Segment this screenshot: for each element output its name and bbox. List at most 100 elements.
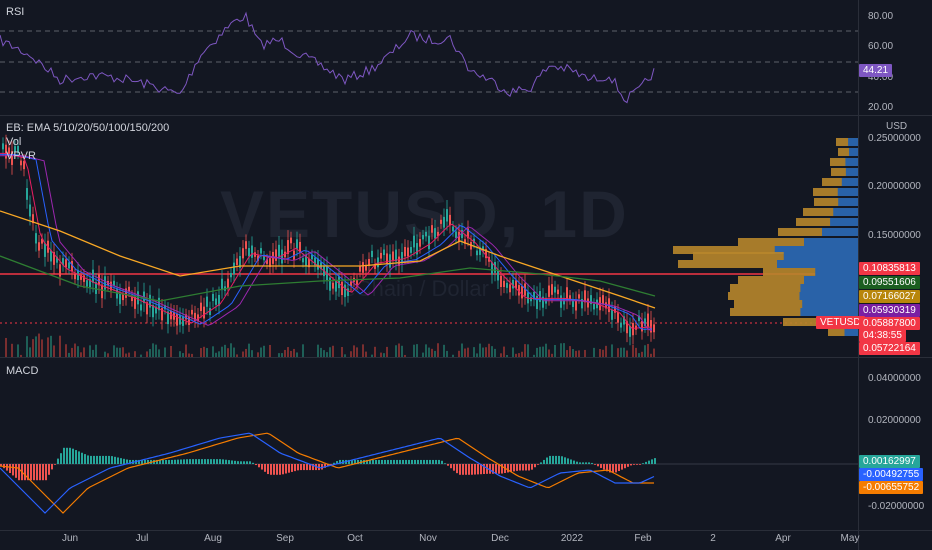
candle-body xyxy=(215,298,217,305)
price-tick: 0.20000000 xyxy=(868,181,921,192)
macd-line-tag: -0.00492755 xyxy=(859,468,924,481)
volume-bar xyxy=(140,354,142,357)
volume-bar xyxy=(461,343,463,357)
rsi-tick: 40.00 xyxy=(868,72,894,83)
macd-histogram-bar xyxy=(558,455,560,464)
candle-body xyxy=(509,284,511,293)
macd-histogram-bar xyxy=(198,459,200,464)
candle-body xyxy=(407,247,409,257)
signal-line-tag: -0.00655752 xyxy=(859,481,924,494)
macd-histogram-bar xyxy=(531,464,533,470)
volume-profile-bar xyxy=(800,284,858,292)
price-tag-low: 0.05722164 xyxy=(859,342,920,355)
macd-histogram-bar xyxy=(240,461,242,464)
macd-histogram-bar xyxy=(219,459,221,464)
rsi-pane[interactable] xyxy=(0,0,858,115)
volume-bar xyxy=(41,339,43,357)
macd-histogram-bar xyxy=(285,464,287,474)
macd-histogram-bar xyxy=(420,459,422,464)
volume-bar xyxy=(566,350,568,357)
candle-body xyxy=(218,294,220,306)
pane-separator[interactable] xyxy=(0,357,932,358)
volume-bar xyxy=(245,348,247,357)
volume-profile-bar xyxy=(845,158,858,166)
indicator-vol-label[interactable]: Vol xyxy=(6,136,22,148)
volume-bar xyxy=(260,347,262,357)
indicator-vpvr-label[interactable]: VPVR xyxy=(6,150,36,162)
signal-line xyxy=(0,432,654,514)
candle-body xyxy=(416,243,418,255)
volume-bar xyxy=(287,347,289,357)
candle-body xyxy=(221,278,223,291)
volume-bar xyxy=(632,344,634,357)
macd-histogram-bar xyxy=(528,464,530,471)
candle-body xyxy=(209,308,211,315)
macd-histogram-bar xyxy=(351,459,353,464)
macd-histogram-bar xyxy=(621,464,623,470)
macd-histogram-bar xyxy=(75,450,77,464)
candle-body xyxy=(305,254,307,266)
time-tick: Jun xyxy=(61,533,79,544)
candle-body xyxy=(350,281,352,287)
indicator-ema-label[interactable]: EB: EMA 5/10/20/50/100/150/200 xyxy=(6,122,170,134)
volume-bar xyxy=(584,349,586,357)
macd-histogram-bar xyxy=(588,462,590,464)
candle-body xyxy=(638,315,640,321)
macd-histogram-bar xyxy=(408,459,410,464)
candle-body xyxy=(26,188,28,200)
volume-bar xyxy=(434,350,436,357)
macd-tick: 0.04000000 xyxy=(868,373,921,384)
macd-histogram-bar xyxy=(606,464,608,472)
candle-body xyxy=(494,262,496,273)
macd-histogram-bar xyxy=(417,459,419,464)
macd-histogram-bar xyxy=(366,459,368,464)
macd-histogram-bar xyxy=(552,455,554,464)
volume-bar xyxy=(617,348,619,357)
volume-profile-bar xyxy=(804,276,858,284)
volume-bar xyxy=(479,343,481,357)
volume-profile-bar xyxy=(802,300,858,308)
volume-bar xyxy=(425,344,427,357)
volume-bar xyxy=(104,351,106,357)
volume-bar xyxy=(365,351,367,357)
macd-pane[interactable] xyxy=(0,358,858,530)
pane-separator[interactable] xyxy=(0,115,932,116)
candle-body xyxy=(527,292,529,304)
candle-body xyxy=(368,258,370,267)
macd-histogram-bar xyxy=(174,459,176,464)
candle-body xyxy=(626,321,628,334)
macd-histogram-bar xyxy=(297,464,299,471)
macd-histogram-bar xyxy=(300,464,302,471)
volume-profile-bar xyxy=(777,260,858,268)
volume-bar xyxy=(647,343,649,357)
candle-body xyxy=(437,231,439,237)
volume-bar xyxy=(638,353,640,357)
volume-profile-bar xyxy=(849,148,858,156)
volume-bar xyxy=(644,345,646,357)
candle-body xyxy=(155,306,157,314)
macd-histogram-bar xyxy=(168,459,170,464)
candle-body xyxy=(158,297,160,311)
volume-profile-bar xyxy=(814,198,858,206)
macd-histogram-bar xyxy=(144,459,146,464)
volume-bar xyxy=(320,347,322,357)
main-price-pane[interactable]: VETUSD, 1D VeChain / Dollar xyxy=(0,116,858,357)
candle-body xyxy=(68,262,70,269)
macd-histogram-bar xyxy=(330,464,332,465)
volume-profile-bar xyxy=(763,268,858,276)
volume-bar xyxy=(290,350,292,357)
symbol-price-tag: VETUSD xyxy=(816,316,865,329)
macd-histogram-bar xyxy=(522,464,524,471)
volume-bar xyxy=(554,344,556,357)
volume-profile-bar xyxy=(804,238,858,246)
macd-histogram-bar xyxy=(252,462,254,464)
macd-histogram-bar xyxy=(243,461,245,464)
volume-bar xyxy=(446,350,448,357)
volume-bar xyxy=(242,351,244,357)
volume-bar xyxy=(179,351,181,357)
candle-body xyxy=(566,287,568,300)
candle-body xyxy=(497,269,499,281)
volume-profile-bar xyxy=(734,300,858,308)
macd-histogram-bar xyxy=(162,459,164,464)
candle-body xyxy=(503,280,505,288)
